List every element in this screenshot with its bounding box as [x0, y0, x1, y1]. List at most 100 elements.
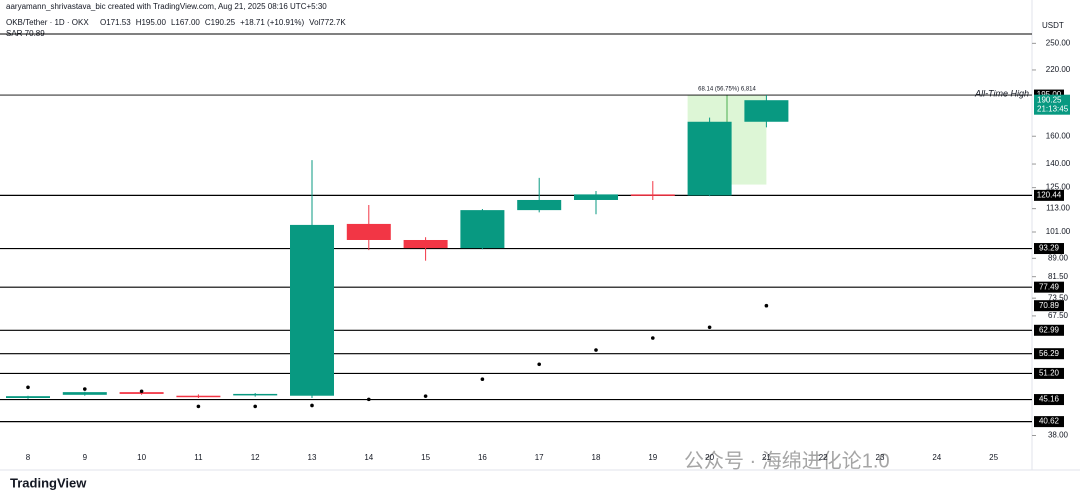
y-tick-label: 101.00	[1046, 227, 1071, 236]
candle-body	[62, 392, 107, 395]
x-tick-label: 16	[478, 453, 487, 462]
last-price-label: 190.25	[1037, 95, 1062, 104]
candle-body	[630, 194, 675, 196]
countdown: 21:13:45	[1037, 104, 1069, 113]
level-tag	[1034, 324, 1064, 336]
y-tick-label: 160.00	[1046, 131, 1071, 140]
sar-dot	[367, 397, 371, 402]
level-tag	[1034, 281, 1064, 293]
level-tag	[1034, 394, 1064, 406]
ohlc-key: H	[136, 18, 142, 27]
ohlc-key: O	[100, 18, 106, 27]
candle-body	[517, 199, 562, 211]
logo: TradingView	[10, 475, 87, 490]
x-tick-label: 13	[308, 453, 317, 462]
measure-label: 68.14 (56.75%) 6,814	[698, 87, 756, 93]
y-tick-label: 81.50	[1048, 272, 1069, 281]
x-tick-label: 12	[251, 453, 260, 462]
sar-dot	[310, 403, 314, 408]
x-tick-label: 25	[989, 453, 998, 462]
x-tick-label: 23	[876, 453, 885, 462]
level-label: 62.99	[1039, 325, 1060, 334]
sar-dot	[764, 303, 769, 308]
y-tick-label: 220.00	[1046, 65, 1071, 74]
candle-body	[687, 121, 732, 196]
y-tick-label: 67.50	[1048, 311, 1069, 320]
sar-dot	[83, 387, 87, 391]
x-tick-label: 21	[762, 453, 771, 462]
x-tick-label: 20	[705, 453, 714, 462]
sar-dot	[651, 336, 655, 340]
x-tick-label: 18	[592, 453, 601, 462]
candle-body	[290, 224, 334, 396]
candle-body	[460, 210, 505, 249]
candle-body	[346, 223, 391, 240]
sar-dot	[196, 404, 201, 409]
sar-dot	[480, 377, 485, 381]
candle-body	[574, 194, 618, 200]
y-tick-label: 140.00	[1046, 159, 1071, 168]
ohlc-value: 772.7K	[320, 18, 346, 27]
x-tick-label: 10	[137, 453, 146, 462]
sar-dot	[707, 325, 712, 330]
ohlc-value: +18.71 (+10.91%)	[240, 18, 304, 27]
sar-dot	[26, 385, 30, 390]
x-tick-label: 9	[83, 453, 88, 462]
symbol: OKB/Tether · 1D · OKX	[6, 18, 89, 27]
y-tick-label: 38.00	[1048, 431, 1069, 440]
y-tick-label: 113.00	[1046, 204, 1070, 213]
x-tick-label: 11	[194, 453, 203, 462]
ohlc-value: 171.53	[106, 18, 131, 27]
level-label: 77.49	[1039, 282, 1060, 291]
level-tag	[1034, 416, 1064, 428]
level-label: 51.20	[1039, 369, 1060, 378]
level-label: 45.16	[1039, 395, 1060, 404]
y-tick-label: 125.00	[1046, 183, 1071, 192]
x-tick-label: 17	[535, 453, 544, 462]
x-tick-label: 14	[364, 453, 373, 462]
level-tag	[1034, 189, 1064, 201]
sar-dot	[139, 389, 144, 394]
ohlc-legend: O 171.53 H 195.00 L 167.00 C 190.25 +18.71 (+10.…	[100, 18, 346, 27]
watermark: 公众号 · 海绵进化论1.0	[684, 449, 890, 472]
x-tick-label: 15	[421, 453, 430, 462]
credit: aaryamann_shrivastava_bic created with T…	[6, 2, 327, 11]
y-tick-label: 89.00	[1048, 253, 1069, 262]
sar-dot	[537, 362, 541, 367]
candle-body	[6, 396, 50, 398]
candle-body	[176, 395, 221, 398]
level-tag	[1034, 243, 1064, 255]
sar-tag-label: 70.89	[1039, 301, 1060, 310]
candle-body	[233, 393, 278, 396]
y-tick-label: 73.50	[1048, 293, 1069, 302]
sar-dot	[253, 404, 257, 409]
sar-tag	[1034, 300, 1064, 312]
x-tick-label: 19	[648, 453, 657, 462]
currency: USDT	[1042, 21, 1064, 30]
ohlc-key: Vol	[309, 18, 320, 27]
level-label: 40.62	[1039, 417, 1060, 426]
ohlc-value: 167.00	[175, 18, 200, 27]
ath-label: All-Time High	[974, 88, 1029, 98]
x-tick-label: 8	[26, 453, 31, 462]
level-label: 120.44	[1037, 190, 1062, 199]
y-tick-label: 250.00	[1046, 38, 1071, 47]
level-label: 56.29	[1039, 349, 1060, 358]
x-tick-label: 24	[932, 453, 941, 462]
x-tick-label: 22	[819, 453, 828, 462]
sar-dot	[423, 394, 428, 398]
last-price-tag	[1034, 94, 1070, 115]
level-label: 93.29	[1039, 244, 1060, 253]
candle-body	[403, 239, 448, 249]
ohlc-key: L	[171, 18, 176, 27]
ohlc-key: C	[205, 18, 211, 27]
level-tag	[1034, 367, 1064, 379]
candle-body	[744, 100, 789, 122]
level-label: 195.00	[1037, 90, 1062, 99]
ohlc-value: 190.25	[211, 18, 236, 27]
ohlc-value: 195.00	[141, 18, 166, 27]
sar-dot	[594, 348, 598, 352]
level-tag	[1034, 348, 1064, 360]
